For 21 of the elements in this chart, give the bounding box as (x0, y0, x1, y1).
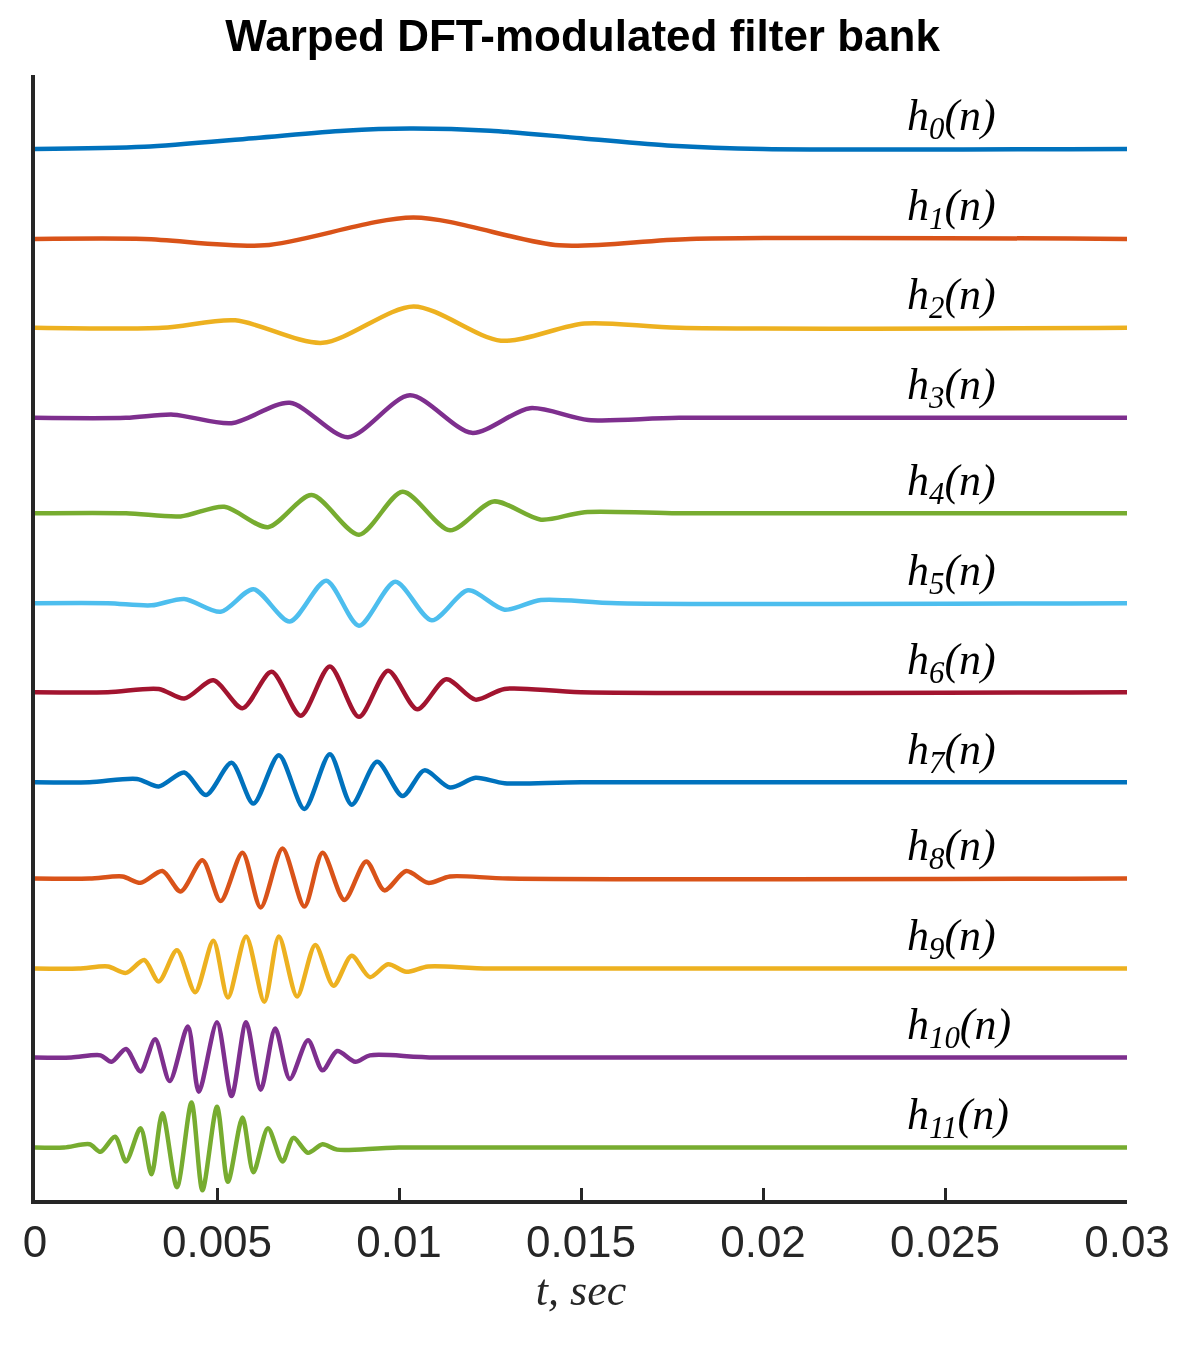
series-label: h$_{9}$(n) (907, 911, 996, 967)
series-label: h$_{2}$(n) (907, 270, 996, 326)
series-label: h$_{6}$(n) (907, 635, 996, 691)
x-tick-label: 0.005 (161, 1216, 273, 1266)
x-axis-title: t, sec (535, 1265, 627, 1315)
x-tick-label: 0.01 (356, 1216, 442, 1266)
series-label: h$_{3}$(n) (907, 360, 996, 416)
series-label: h$_{10}$(n) (907, 1000, 1012, 1056)
series-label: h$_{1}$(n) (907, 181, 996, 237)
x-tick-label: 0 (22, 1216, 48, 1266)
x-tick-label: 0.015 (525, 1216, 637, 1266)
series-label: h$_{7}$(n) (907, 725, 996, 781)
x-tick-label: 0.03 (1084, 1216, 1170, 1266)
series-label: h$_{5}$(n) (907, 546, 996, 602)
chart-title: Warped DFT-modulated filter bank (225, 11, 941, 61)
x-tick-label: 0.025 (889, 1216, 1001, 1266)
series-label: h$_{11}$(n) (907, 1090, 1009, 1146)
series-label: h$_{8}$(n) (907, 821, 996, 877)
x-tick-label: 0.02 (720, 1216, 806, 1266)
series-label: h$_{0}$(n) (907, 91, 996, 147)
series-label: h$_{4}$(n) (907, 456, 996, 512)
